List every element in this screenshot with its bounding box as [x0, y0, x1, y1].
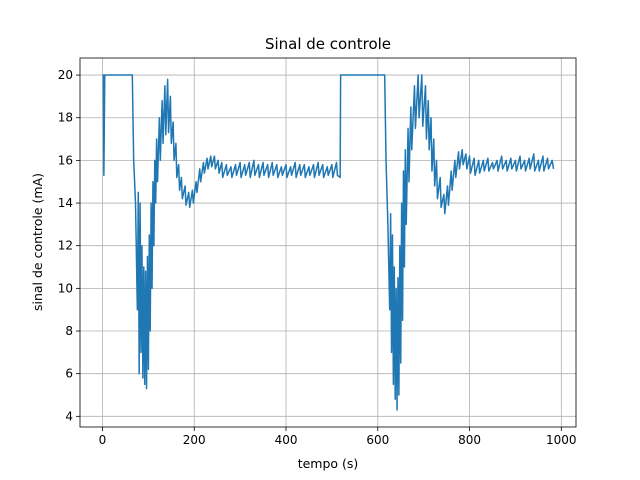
- plot-frame: [79, 57, 577, 428]
- y-tick-label: 6: [65, 367, 73, 381]
- y-tick-label: 12: [58, 239, 73, 253]
- y-tick-label: 10: [58, 281, 73, 295]
- x-tick-label: 800: [458, 433, 481, 447]
- y-tick-label: 16: [58, 153, 73, 167]
- x-tick-label: 1000: [546, 433, 577, 447]
- y-tick-label: 8: [65, 324, 73, 338]
- x-tick-label: 200: [183, 433, 206, 447]
- y-tick-label: 4: [65, 409, 73, 423]
- x-tick-label: 0: [99, 433, 107, 447]
- x-axis-label: tempo (s): [298, 456, 359, 471]
- chart-title: Sinal de controle: [265, 35, 391, 53]
- y-axis-label: sinal de controle (mA): [30, 173, 45, 311]
- x-tick-label: 400: [275, 433, 298, 447]
- y-tick-label: 18: [58, 111, 73, 125]
- data-line: [102, 74, 555, 411]
- x-tick-label: 600: [366, 433, 389, 447]
- y-tick-label: 20: [58, 68, 73, 82]
- y-tick-label: 14: [58, 196, 73, 210]
